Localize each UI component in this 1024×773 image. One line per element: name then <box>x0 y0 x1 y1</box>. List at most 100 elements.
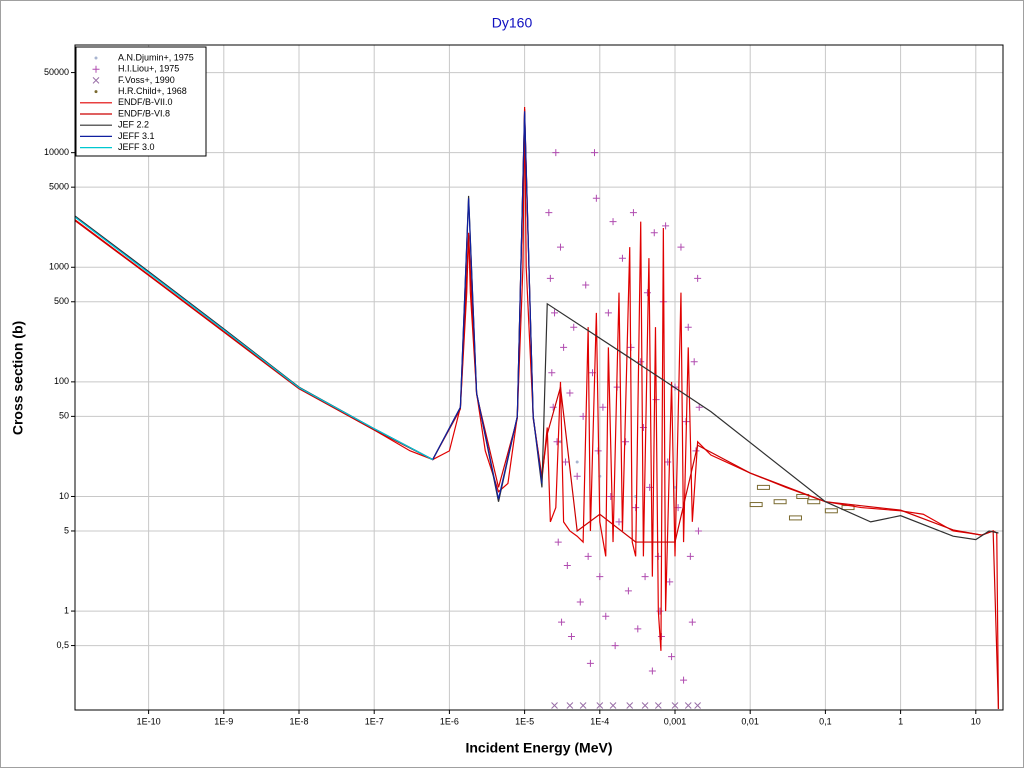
cross-marker <box>694 702 701 709</box>
plus-marker <box>694 527 702 535</box>
cross-marker <box>551 702 558 709</box>
square-marker <box>749 502 763 508</box>
y-tick-label: 50 <box>59 411 69 421</box>
plus-marker <box>666 578 674 586</box>
y-tick-label: 10 <box>59 491 69 501</box>
dot-marker <box>94 56 98 60</box>
square-marker <box>807 499 821 505</box>
plus-marker <box>624 587 632 595</box>
x-tick-label: 1E-9 <box>214 716 233 726</box>
x-axis-label: Incident Energy (MeV) <box>465 740 612 756</box>
legend-label: ENDF/B-VI.8 <box>118 108 170 118</box>
cross-marker <box>654 702 662 709</box>
square-marker <box>756 484 770 490</box>
plot-area <box>75 45 1003 710</box>
legend-label: F.Voss+, 1990 <box>118 75 175 85</box>
x-tick-label: 1E-6 <box>440 716 459 726</box>
plus-marker <box>566 389 574 397</box>
legend-box <box>75 46 207 157</box>
y-tick-label: 5000 <box>49 182 69 192</box>
cross-marker <box>92 77 100 84</box>
y-tick-label: 100 <box>54 376 69 386</box>
plus-marker <box>648 667 656 675</box>
plot-border <box>74 44 1004 711</box>
plus-marker <box>668 653 676 661</box>
plus-marker <box>602 612 610 620</box>
plus-marker <box>604 309 612 317</box>
plus-marker <box>584 552 592 560</box>
square-marker <box>788 515 802 521</box>
y-tick-label: 1000 <box>49 262 69 272</box>
plus-marker <box>546 274 554 282</box>
plus-marker <box>596 573 604 581</box>
cross-marker <box>671 702 679 709</box>
plus-marker <box>586 659 594 667</box>
cross-marker <box>641 702 649 709</box>
legend-label: JEF 2.2 <box>118 120 149 130</box>
plus-marker <box>551 309 559 317</box>
y-tick-label: 1 <box>64 605 69 615</box>
plus-marker <box>611 642 619 650</box>
plus-marker <box>690 358 698 366</box>
plus-marker <box>615 518 623 526</box>
x-tick-label: 1E-7 <box>365 716 384 726</box>
plus-marker <box>592 194 600 202</box>
plus-marker <box>677 243 685 251</box>
x-tick-label: 1 <box>898 716 903 726</box>
plus-marker <box>558 618 566 626</box>
plus-marker <box>553 438 561 446</box>
square-marker <box>824 508 838 514</box>
plus-marker <box>582 281 590 289</box>
cross-marker <box>609 702 617 709</box>
legend-label: A.N.Djumin+, 1975 <box>118 52 194 62</box>
x-tick-label: 0,01 <box>741 716 759 726</box>
series-line <box>75 216 433 461</box>
plus-marker <box>609 218 617 226</box>
cross-marker <box>579 702 587 709</box>
plus-marker <box>686 552 694 560</box>
cross-marker <box>596 702 604 709</box>
plus-marker <box>688 618 696 626</box>
plus-marker <box>599 403 607 411</box>
plus-marker <box>607 492 615 500</box>
plus-marker <box>684 323 692 331</box>
y-tick-label: 50000 <box>44 67 69 77</box>
plus-marker <box>695 403 703 411</box>
plus-marker <box>573 472 581 480</box>
square-marker <box>796 493 810 499</box>
plus-marker <box>656 607 664 615</box>
plus-marker <box>92 65 100 73</box>
plus-marker <box>567 632 575 640</box>
y-tick-label: 500 <box>54 296 69 306</box>
plus-marker <box>563 561 571 569</box>
legend-label: JEFF 3.0 <box>118 142 155 152</box>
plus-marker <box>641 573 649 581</box>
plus-marker <box>554 538 562 546</box>
x-tick-label: 0,1 <box>819 716 832 726</box>
x-tick-label: 1E-4 <box>590 716 609 726</box>
ticks: 1E-10 1E-9 1E-8 1E-7 1E-6 1E-5 1E-4 0,001 0,01 0,… <box>44 67 981 726</box>
cross-marker <box>684 702 692 709</box>
x-tick-label: 10 <box>971 716 981 726</box>
x-tick-label: 1E-10 <box>137 716 161 726</box>
chart-title: Dy160 <box>492 15 533 31</box>
plus-marker <box>590 149 598 157</box>
y-tick-label: 10000 <box>44 147 69 157</box>
plus-marker <box>579 412 587 420</box>
legend-label: ENDF/B-VII.0 <box>118 97 173 107</box>
plus-marker <box>694 274 702 282</box>
dot-marker <box>575 460 579 464</box>
plus-marker <box>556 243 564 251</box>
plus-marker <box>622 438 630 446</box>
dot-marker <box>94 90 98 94</box>
plus-marker <box>560 343 568 351</box>
grid <box>75 45 1003 710</box>
plus-marker <box>570 323 578 331</box>
plus-marker <box>634 625 642 633</box>
cross-marker <box>626 702 634 709</box>
plus-marker <box>562 458 570 466</box>
legend-label: H.R.Child+, 1968 <box>118 86 187 96</box>
plus-marker <box>629 209 637 217</box>
